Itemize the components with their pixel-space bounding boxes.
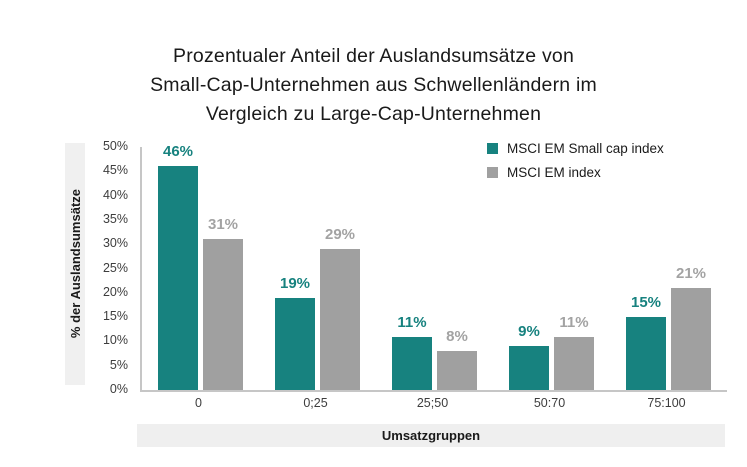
bar-value-label: 29% — [324, 226, 356, 244]
x-tick-label: 75:100 — [647, 396, 686, 410]
bar-value-label: 8% — [446, 328, 468, 346]
legend-label-small-cap: MSCI EM Small cap index — [507, 141, 664, 156]
plot-area: 46% 19% 11% 9% 15% 31% 29% 8% 11% 21% — [140, 143, 727, 392]
y-tick-label: 30% — [102, 236, 128, 251]
y-tick-label: 15% — [102, 309, 128, 324]
x-axis-label: Umsatzgruppen — [381, 428, 481, 443]
bar-value-label: 15% — [630, 294, 662, 312]
bar-em-index-group-3 — [437, 351, 477, 390]
y-axis-label-strip: % der Auslandsumsätze — [65, 143, 85, 385]
y-tick-label: 40% — [102, 187, 128, 202]
bar-small-cap-group-2 — [275, 297, 315, 390]
legend-swatch-gray-icon — [487, 167, 498, 178]
y-tick-label: 25% — [102, 260, 128, 275]
bar-em-index-group-4 — [554, 336, 594, 390]
y-tick-label: 10% — [102, 333, 128, 348]
chart-title: Prozentualer Anteil der Auslandsumsätze … — [0, 42, 747, 129]
bar-value-label: 46% — [162, 143, 194, 161]
chart-title-line-2: Small-Cap-Unternehmen aus Schwellenlände… — [150, 74, 597, 96]
chart-title-line-3: Vergleich zu Large-Cap-Unternehmen — [205, 103, 542, 125]
bar-value-label: 9% — [518, 323, 540, 341]
x-axis-ticks: 0 0;25 25;50 50:70 75:100 — [140, 396, 725, 412]
x-axis-label-strip: Umsatzgruppen — [137, 424, 725, 447]
bar-value-label: 21% — [675, 264, 707, 282]
bar-value-label: 11% — [397, 313, 427, 331]
chart-title-line-1: Prozentualer Anteil der Auslandsumsätze … — [173, 45, 574, 67]
bar-small-cap-group-1 — [158, 166, 198, 390]
bar-small-cap-group-4 — [509, 346, 549, 390]
bar-value-label: 11% — [559, 313, 589, 331]
legend: MSCI EM Small cap index MSCI EM index — [487, 141, 664, 189]
bar-small-cap-group-5 — [626, 317, 666, 390]
y-tick-label: 45% — [102, 163, 128, 178]
legend-item-small-cap: MSCI EM Small cap index — [487, 141, 664, 156]
x-tick-label: 25;50 — [416, 396, 449, 410]
bar-small-cap-group-3 — [392, 336, 432, 390]
x-tick-label: 0 — [195, 396, 202, 410]
x-tick-label: 50:70 — [533, 396, 566, 410]
y-axis-ticks: 50% 45% 40% 35% 30% 25% 20% 15% 10% 5% 0% — [85, 139, 128, 396]
bar-value-label: 31% — [207, 216, 239, 234]
y-axis-label: % der Auslandsumsätze — [67, 189, 83, 339]
y-tick-label: 50% — [102, 139, 128, 153]
bar-value-label: 19% — [279, 274, 311, 292]
legend-label-em-index: MSCI EM index — [507, 165, 601, 180]
y-tick-label: 20% — [102, 284, 128, 299]
y-tick-label: 0% — [109, 382, 128, 396]
bar-em-index-group-5 — [671, 287, 711, 390]
y-tick-label: 5% — [109, 357, 128, 372]
x-tick-label: 0;25 — [303, 396, 328, 410]
bar-em-index-group-1 — [203, 239, 243, 390]
bar-em-index-group-2 — [320, 249, 360, 390]
legend-swatch-teal-icon — [487, 143, 498, 154]
legend-item-em-index: MSCI EM index — [487, 165, 664, 180]
y-tick-label: 35% — [102, 211, 128, 226]
